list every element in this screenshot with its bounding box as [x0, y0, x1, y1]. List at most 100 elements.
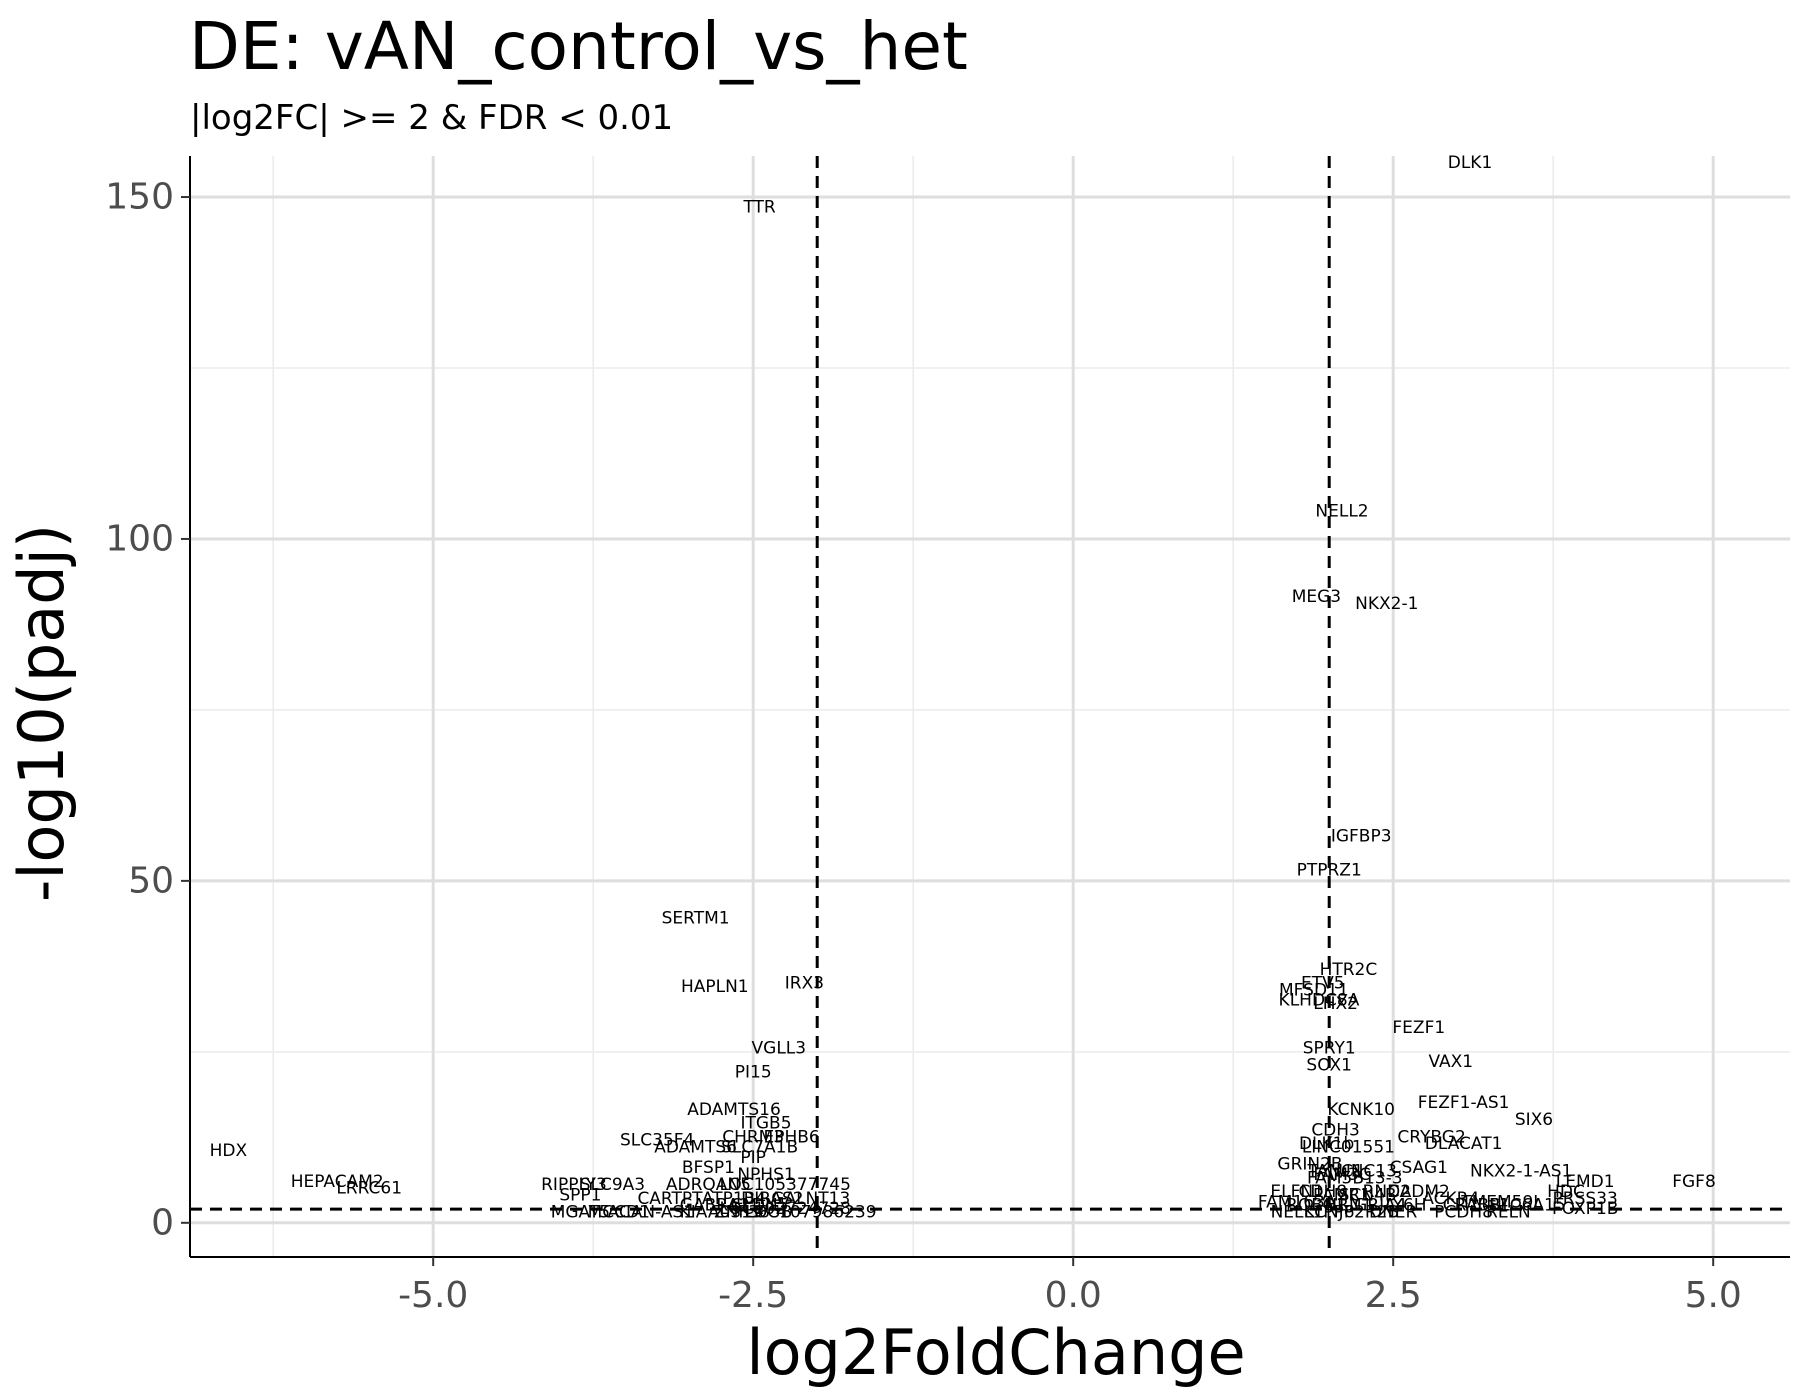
- y-tick-label: 0: [151, 1202, 174, 1243]
- gene-label: TANC1: [1307, 1162, 1364, 1182]
- gene-label: CDH3: [1311, 1120, 1360, 1140]
- gene-label: TTR: [742, 197, 775, 217]
- gene-label: ATP1B4: [702, 1189, 766, 1209]
- x-axis-title: log2FoldChange: [746, 1316, 1245, 1389]
- gene-label: FEZF1-AS1: [1418, 1093, 1510, 1113]
- gene-label: PAMR1: [1313, 1185, 1371, 1205]
- gene-label: LOC107986239: [745, 1203, 876, 1223]
- gene-label: FAM3C: [1313, 1165, 1370, 1185]
- gene-label: SIX6: [1515, 1110, 1553, 1130]
- gene-label: MEG3: [1292, 587, 1341, 607]
- gene-label: CADM2: [1388, 1182, 1450, 1202]
- gene-label: SPRY1: [1303, 1038, 1356, 1058]
- gene-label: HTR2C: [1320, 960, 1378, 980]
- gene-label: PCDH8: [1434, 1203, 1493, 1223]
- chart-title: DE: vAN_control_vs_het: [189, 8, 968, 85]
- gene-label: PPP2R2B: [1323, 1203, 1399, 1223]
- gene-label: KCNK10: [1327, 1100, 1395, 1120]
- gene-label: LOC105377745: [719, 1175, 850, 1195]
- gene-label: CARTPT: [637, 1189, 703, 1209]
- grid-lines: [190, 156, 1790, 1257]
- gene-label: PIP: [740, 1148, 766, 1168]
- gene-label: SPP1: [559, 1185, 601, 1205]
- gene-label: LEMD1: [1556, 1172, 1615, 1192]
- gene-label: ADAMTS6: [654, 1138, 737, 1158]
- gene-label: ROBO1: [1286, 1196, 1347, 1216]
- gene-label: NRN1: [1324, 1196, 1372, 1216]
- gene-label: LINC01551: [1302, 1138, 1395, 1158]
- gene-label: IGFBP3: [1331, 826, 1392, 846]
- gene-labels: DLK1 TTR NELL2 MEG3 NKX2-1 IGFBP3 PTPRZ1 SERTM1…: [210, 153, 1716, 1223]
- gene-label: SLC7A1B: [721, 1138, 798, 1158]
- chart-subtitle: |log2FC| >= 2 & FDR < 0.01: [190, 98, 674, 138]
- gene-label: HAPLN1: [681, 977, 749, 997]
- x-tick-label: 0.0: [1045, 1275, 1102, 1316]
- gene-label: SCN4B: [1339, 1185, 1397, 1205]
- gene-label: LY6H: [1385, 1196, 1426, 1216]
- gene-label: FOXP1B: [1552, 1199, 1618, 1219]
- gene-label: NELL2: [1315, 502, 1368, 522]
- y-tick-label: 50: [128, 860, 174, 901]
- gene-label: FAM5B13-3: [1307, 1168, 1403, 1188]
- gene-label: PTPRZ1: [1297, 861, 1362, 881]
- x-tick-label: -2.5: [718, 1275, 788, 1316]
- gene-label: RIPPLY3: [541, 1175, 607, 1195]
- gene-label: ITGB5: [740, 1114, 791, 1134]
- gene-label: NKX2-1-AS1: [1470, 1162, 1572, 1182]
- gene-label: PRSS33: [1553, 1189, 1618, 1209]
- gene-label: CHRM3: [722, 1127, 784, 1147]
- x-tick-label: 2.5: [1365, 1275, 1422, 1316]
- gene-label: ZNF385B: [714, 1203, 792, 1223]
- gene-label: MGAT5: [551, 1203, 610, 1223]
- gene-label: DLK1: [1448, 153, 1493, 173]
- threshold-lines: [190, 156, 1790, 1257]
- gene-label: SLC9A3: [580, 1175, 645, 1195]
- gene-label: PI15: [735, 1062, 772, 1082]
- gene-label: SLC35F4: [620, 1131, 694, 1151]
- gene-label: KCNJ6: [1304, 1203, 1355, 1223]
- gene-label: DLK1b: [1299, 1134, 1354, 1154]
- gene-label: ACAN-AS1: [608, 1203, 695, 1223]
- gene-label: SERTM1: [662, 908, 730, 928]
- gene-label: FGF8: [1672, 1172, 1716, 1192]
- gene-label: KLHDC8A: [1279, 991, 1360, 1011]
- gene-label: LOC102724728: [719, 1199, 850, 1219]
- gene-label: VGLL3: [752, 1038, 807, 1058]
- y-tick-label: 150: [105, 177, 174, 218]
- gene-label: NKX2-1: [1355, 594, 1418, 614]
- gene-label: CRYBG2: [1397, 1127, 1465, 1147]
- gene-label: MFSD11: [1279, 980, 1349, 1000]
- gene-label: LRRC61: [336, 1179, 402, 1199]
- y-axis-title: -log10(padj): [5, 524, 78, 902]
- gene-label: ETV5: [1301, 973, 1345, 993]
- gene-label: HDC: [1547, 1182, 1585, 1202]
- gene-label: KIAA0319: [680, 1203, 763, 1223]
- gene-label: LHX2: [1313, 994, 1358, 1014]
- gene-label: CRABP1: [1443, 1196, 1510, 1216]
- gene-label: CLDN5: [731, 1196, 789, 1216]
- tick-labels: -5.0 -2.5 0.0 2.5 5.0 0 50 100 150: [105, 177, 1742, 1316]
- y-tick-label: 100: [105, 518, 174, 559]
- gene-label: ACKR4: [1422, 1189, 1479, 1209]
- gene-label: CDH8: [1299, 1182, 1348, 1202]
- x-tick-label: 5.0: [1685, 1275, 1742, 1316]
- gene-label: CSAG1: [1390, 1158, 1448, 1178]
- gene-label: MCCD1: [588, 1203, 650, 1223]
- gene-label: SLC6A15: [1489, 1196, 1565, 1216]
- gene-label: GRIN2B: [1277, 1155, 1342, 1175]
- gene-label: RELN: [1486, 1203, 1531, 1223]
- gene-label: SOX1: [1306, 1056, 1352, 1076]
- gene-label: GABRA2: [680, 1196, 750, 1216]
- gene-label: FAM163A: [1258, 1192, 1337, 1212]
- gene-label: UNC13: [1338, 1162, 1397, 1182]
- gene-label: FEZF1: [1392, 1018, 1445, 1038]
- gene-label: DIRAS2: [741, 1189, 803, 1209]
- gene-label: IRX3: [785, 973, 824, 993]
- gene-label: ELFN1: [1270, 1182, 1324, 1202]
- gene-label: EPHB6: [763, 1127, 819, 1147]
- gene-label: DLACAT1: [1425, 1134, 1503, 1154]
- gene-label: ADRQAN5: [666, 1175, 751, 1195]
- gene-label: ADAMTS16: [687, 1100, 781, 1120]
- gene-label: VAX1: [1428, 1052, 1473, 1072]
